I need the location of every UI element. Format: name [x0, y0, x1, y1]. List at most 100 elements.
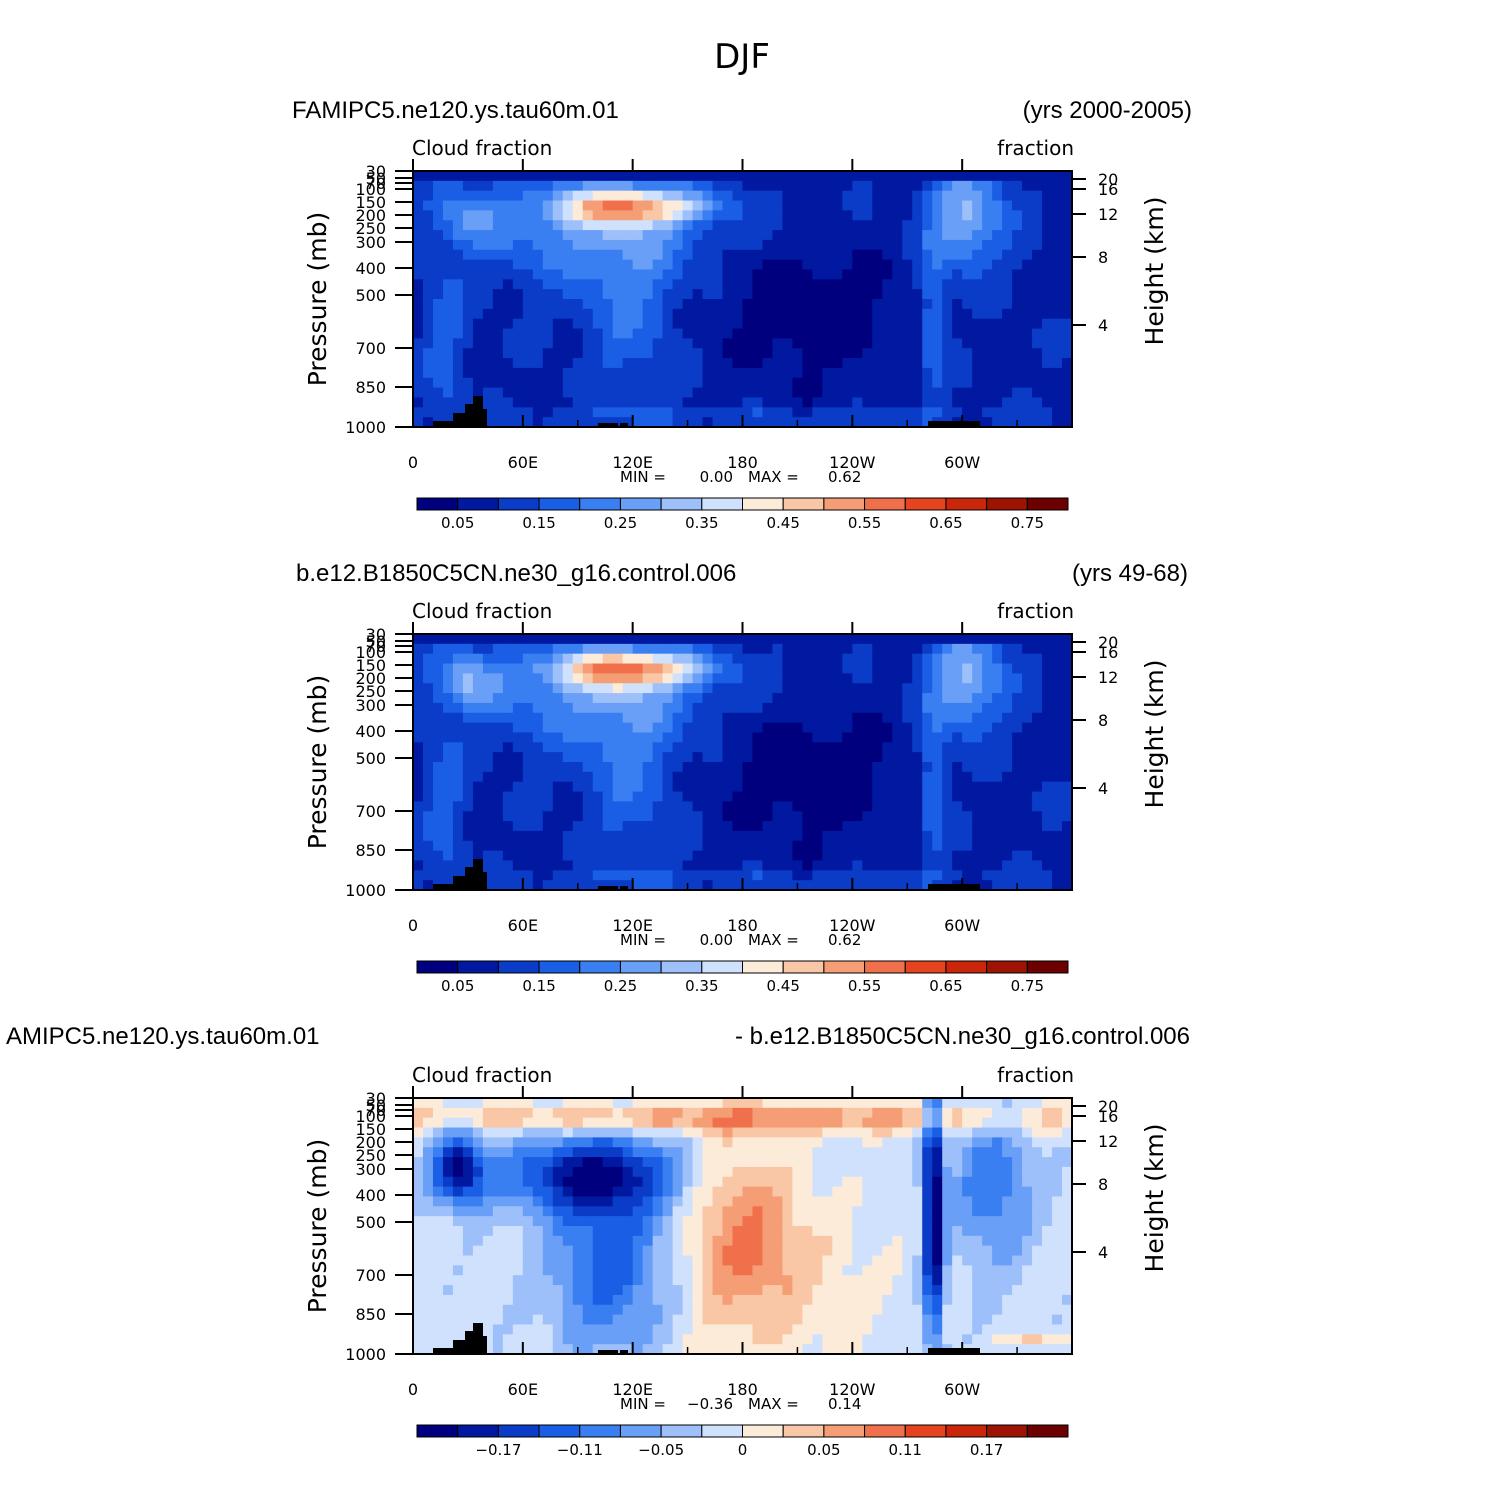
panel-1-cell: [672, 377, 684, 389]
panel-1-cell: [902, 348, 913, 359]
panel-2-cell: [752, 634, 764, 645]
panel-1-cell: [442, 171, 454, 182]
panel-1-cell: [582, 269, 594, 280]
panel-3-cell: [782, 1157, 794, 1168]
panel-2-cell: [562, 771, 574, 783]
panel-2-cell: [702, 791, 714, 802]
panel-1-cell: [432, 328, 444, 339]
panel-1-cell: [422, 358, 434, 369]
panel-1-cell: [792, 220, 803, 231]
panel-2-cell: [413, 781, 424, 793]
panel-3-cell: [722, 1176, 734, 1188]
panel-1-cell: [912, 358, 923, 369]
panel-2-cell: [592, 762, 604, 773]
panel-2-cell: [1052, 870, 1063, 881]
panel-1-cell: [642, 171, 654, 182]
panel-3-cell: [422, 1196, 434, 1207]
panel-1-cell: [892, 171, 903, 182]
panel-3-cell: [492, 1255, 504, 1266]
panel-1-cell: [652, 210, 664, 221]
panel-2-cell: [492, 742, 504, 753]
panel-1-cell: [732, 308, 744, 320]
panel-1-cell: [532, 210, 544, 221]
panel-2-cell: [722, 840, 734, 852]
panel-3-cell: [942, 1275, 953, 1286]
panel-1-cell: [632, 377, 644, 389]
panel-1-cell: [742, 397, 754, 408]
panel-2-cell: [592, 722, 604, 734]
panel-1-cell: [922, 338, 933, 349]
panel-3-cell: [442, 1117, 454, 1129]
panel-3-cell: [792, 1186, 803, 1198]
panel-3-cell: [922, 1176, 933, 1188]
panel-3-cell: [652, 1107, 664, 1119]
panel-1-cell: [942, 367, 953, 379]
panel-1-cell: [562, 279, 574, 290]
panel-1-cell: [862, 171, 873, 182]
panel-3-cell: [882, 1166, 893, 1178]
panel-1-cell: [572, 279, 584, 290]
panel-2-cell: [1032, 811, 1043, 822]
panel-3-cell: [532, 1157, 544, 1168]
panel-1-cell: [592, 387, 604, 399]
panel-1-cell: [672, 230, 684, 241]
panel-2-cell: [602, 643, 614, 655]
panel-1-cell: [872, 239, 883, 251]
panel-2-cell: [832, 722, 843, 734]
panel-3-cell: [832, 1157, 843, 1168]
panel-1-cell: [872, 249, 883, 261]
panel-1-cell: [542, 210, 554, 221]
panel-2-cell: [782, 850, 794, 862]
panel-3-cell: [992, 1157, 1003, 1168]
panel-3-cell: [432, 1117, 444, 1129]
panel-3-cell: [702, 1147, 714, 1158]
panel-1-cell: [582, 279, 594, 290]
panel-3-cell: [742, 1176, 754, 1188]
panel-3-cell: [942, 1186, 953, 1198]
panel-3-cell: [642, 1275, 654, 1286]
panel-1-cell: [432, 279, 444, 290]
panel-3-cell: [482, 1265, 494, 1276]
panel-2-cell: [652, 732, 664, 743]
panel-1-cell: [1062, 239, 1073, 251]
panel-2-cell: [512, 702, 524, 714]
panel-3-cell: [612, 1235, 624, 1247]
panel-1-cell: [482, 348, 494, 359]
panel-1-cell: [612, 358, 624, 369]
panel-1-cell: [892, 299, 903, 310]
panel-2-cell: [442, 673, 454, 684]
panel-1-cell: [472, 328, 484, 339]
panel-2-cell: [822, 860, 833, 871]
panel-3-cell: [712, 1098, 724, 1109]
panel-3-cell: [852, 1166, 863, 1178]
panel-1-cell: [742, 318, 754, 330]
panel-1-cell: [502, 190, 514, 202]
panel-2-cell: [612, 742, 624, 753]
panel-3-cell: [802, 1098, 813, 1109]
panel-2-cell: [622, 712, 634, 724]
panel-1-cell: [902, 279, 913, 290]
panel-3-cell: [1032, 1265, 1043, 1276]
panel-3-cell: [472, 1196, 484, 1207]
panel-2-cell: [662, 771, 674, 783]
panel-1-cell: [522, 299, 534, 310]
panel-3: AMIPC5.ne120.ys.tau60m.01 - b.e12.B1850C…: [6, 1023, 1190, 1459]
panel-1-cell: [782, 289, 794, 300]
panel-1-htick-label: 12: [1098, 205, 1118, 224]
panel-1-min-label: MIN =: [620, 468, 666, 486]
panel-1-cell: [942, 220, 953, 231]
panel-2-cell: [862, 880, 873, 891]
panel-3-cell: [672, 1147, 684, 1158]
panel-2-cell: [612, 781, 624, 793]
panel-2-cell: [842, 712, 853, 724]
panel-1-cell: [742, 328, 754, 339]
panel-1-cell: [452, 269, 464, 280]
panel-1-cell: [442, 220, 454, 231]
panel-1-cell: [572, 397, 584, 408]
panel-1-cell: [992, 200, 1003, 211]
panel-1-cell: [442, 308, 454, 320]
panel-1-cell: [552, 308, 564, 320]
panel-1-cell: [682, 190, 694, 202]
panel-1-cell: [442, 377, 454, 389]
panel-3-cell: [582, 1098, 594, 1109]
